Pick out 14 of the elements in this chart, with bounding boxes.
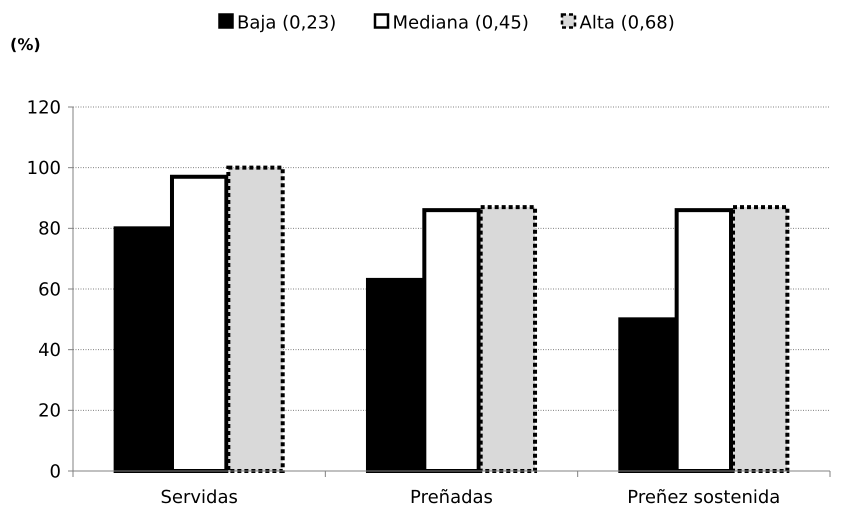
- y-axis-title: (%): [10, 35, 41, 54]
- y-tick-label: 60: [38, 279, 61, 300]
- x-tick-label: Servidas: [160, 487, 238, 508]
- y-tick-label: 20: [38, 400, 61, 422]
- y-tick-label: 120: [26, 97, 61, 118]
- x-tick-label: Preñadas: [410, 487, 493, 508]
- y-tick-label: 100: [26, 158, 61, 179]
- legend-label: Alta (0,68): [580, 12, 675, 34]
- legend-label: Mediana (0,45): [392, 12, 529, 34]
- y-tick-label: 40: [38, 340, 61, 361]
- y-tick-label: 80: [38, 218, 61, 240]
- x-tick-label: Preñez sostenida: [627, 487, 780, 508]
- legend-label: Baja (0,23): [237, 12, 336, 34]
- y-tick-label: 0: [50, 461, 61, 482]
